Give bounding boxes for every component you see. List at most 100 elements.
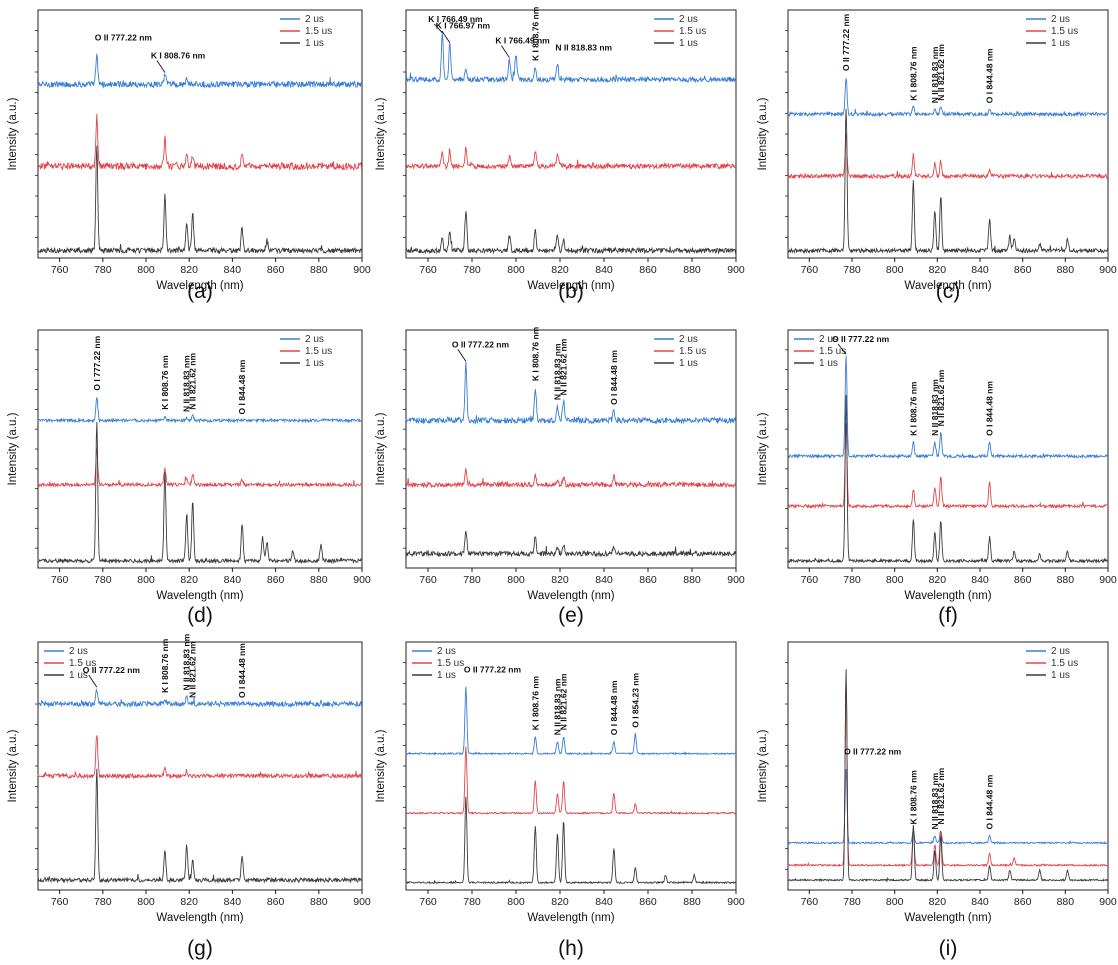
peak-annotation: N II 818.83 nm xyxy=(930,379,940,436)
legend-label: 2 us xyxy=(679,14,698,25)
x-axis-label: Wavelength (nm) xyxy=(904,912,991,924)
x-axis-label: Wavelength (nm) xyxy=(156,280,243,292)
legend-label: 2 us xyxy=(69,646,88,657)
spectrum-line-15us xyxy=(37,113,363,172)
x-tick-label: 840 xyxy=(224,264,242,276)
y-axis-label: Intensity (a.u.) xyxy=(7,97,19,170)
x-tick-label: 760 xyxy=(419,264,437,276)
spectrum-line-2us xyxy=(405,686,737,756)
x-tick-label: 900 xyxy=(727,896,745,908)
x-tick-label: 780 xyxy=(94,896,112,908)
spectrum-line-1us xyxy=(405,530,737,558)
x-tick-label: 820 xyxy=(180,264,198,276)
peak-annotation: O I 844.48 nm xyxy=(985,48,995,103)
y-axis-label: Intensity (a.u.) xyxy=(757,97,769,170)
x-tick-label: 780 xyxy=(843,896,861,908)
legend-label: 1.5 us xyxy=(1051,658,1078,669)
legend-label: 1.5 us xyxy=(679,346,706,357)
x-tick-label: 800 xyxy=(886,896,904,908)
x-tick-label: 800 xyxy=(507,896,525,908)
legend-label: 1 us xyxy=(69,670,88,681)
peak-annotation: N II 818.83 nm xyxy=(552,343,562,400)
spectrum-line-2us xyxy=(405,33,737,84)
panel-caption: (b) xyxy=(558,280,584,303)
x-tick-label: 860 xyxy=(1014,896,1032,908)
x-tick-label: 860 xyxy=(1014,574,1032,586)
x-axis-label: Wavelength (nm) xyxy=(527,590,614,602)
x-axis-label: Wavelength (nm) xyxy=(904,590,991,602)
peak-annotation: O I 844.48 nm xyxy=(985,774,995,829)
spectrum-line-2us xyxy=(37,687,363,709)
annotation-arrow xyxy=(501,45,510,58)
x-tick-label: 800 xyxy=(886,264,904,276)
peak-annotation: O I 844.48 nm xyxy=(237,643,247,698)
x-axis-label: Wavelength (nm) xyxy=(527,280,614,292)
x-tick-label: 760 xyxy=(801,264,819,276)
peak-annotation: N II 821.62 nm xyxy=(936,44,946,101)
x-tick-label: 900 xyxy=(1099,896,1117,908)
x-tick-label: 880 xyxy=(1057,896,1075,908)
y-axis-label: Intensity (a.u.) xyxy=(375,97,387,170)
annotation-arrow xyxy=(88,674,98,688)
x-tick-label: 820 xyxy=(929,574,947,586)
legend-label: 2 us xyxy=(437,646,456,657)
spectrum-line-1us xyxy=(787,394,1109,564)
peak-annotation: K I 808.76 nm xyxy=(151,50,206,60)
x-tick-label: 800 xyxy=(137,264,155,276)
y-axis-label: Intensity (a.u.) xyxy=(375,729,387,802)
x-tick-label: 780 xyxy=(843,264,861,276)
peak-annotation: K I 808.76 nm xyxy=(908,770,918,825)
peak-annotation: O II 777.22 nm xyxy=(95,33,153,43)
x-tick-label: 900 xyxy=(353,896,371,908)
spectrum-line-2us xyxy=(37,397,363,424)
x-axis-label: Wavelength (nm) xyxy=(156,912,243,924)
x-tick-label: 800 xyxy=(137,896,155,908)
x-tick-label: 760 xyxy=(51,574,69,586)
x-tick-label: 880 xyxy=(1057,264,1075,276)
x-tick-label: 780 xyxy=(463,574,481,586)
panel-caption: (a) xyxy=(187,280,213,303)
legend-label: 1.5 us xyxy=(1051,26,1078,37)
spectrum-line-1us xyxy=(787,108,1109,255)
spectrum-line-1us xyxy=(37,768,363,884)
legend-label: 2 us xyxy=(819,334,838,345)
spectrum-line-15us xyxy=(37,447,363,488)
peak-annotation: N II 821.62 nm xyxy=(188,353,198,410)
spectrum-line-1us xyxy=(37,421,363,565)
chart-panel: 760 780 800 820 840 860 880 900 Wavelength (nm) I… xyxy=(757,9,1117,303)
x-tick-label: 760 xyxy=(801,574,819,586)
peak-annotation: O II 777.22 nm xyxy=(83,665,141,675)
x-tick-label: 780 xyxy=(94,264,112,276)
x-tick-label: 900 xyxy=(1099,264,1117,276)
x-tick-label: 840 xyxy=(595,574,613,586)
peak-annotation: K I 808.76 nm xyxy=(160,638,170,693)
x-tick-label: 880 xyxy=(310,896,328,908)
x-tick-label: 820 xyxy=(180,896,198,908)
legend-label: 2 us xyxy=(305,334,324,345)
x-tick-label: 860 xyxy=(267,574,285,586)
peak-annotation: K I 808.76 nm xyxy=(530,6,540,61)
x-tick-label: 860 xyxy=(267,264,285,276)
peak-annotation: N II 818.83 nm xyxy=(930,46,940,103)
spectrum-line-1us xyxy=(405,211,737,255)
y-axis-label: Intensity (a.u.) xyxy=(757,729,769,802)
x-tick-label: 820 xyxy=(551,264,569,276)
annotation-arrow xyxy=(837,343,847,355)
peak-annotation: O I 844.48 nm xyxy=(609,680,619,735)
x-tick-label: 760 xyxy=(51,264,69,276)
spectrum-line-2us xyxy=(37,53,363,89)
x-tick-label: 840 xyxy=(595,896,613,908)
legend-label: 1 us xyxy=(437,670,456,681)
x-tick-label: 840 xyxy=(971,264,989,276)
chart-panel: 760 780 800 820 840 860 880 900 Wavelength (nm) I… xyxy=(375,6,745,303)
x-tick-label: 820 xyxy=(551,896,569,908)
x-tick-label: 880 xyxy=(310,264,328,276)
x-tick-label: 780 xyxy=(94,574,112,586)
spectrum-line-15us xyxy=(405,146,737,171)
spectrum-line-2us xyxy=(787,356,1109,460)
peak-annotation: K I 808.76 nm xyxy=(160,355,170,410)
legend-label: 1 us xyxy=(305,38,324,49)
panel-caption: (i) xyxy=(939,937,958,960)
peak-annotation: O II 777.22 nm xyxy=(832,334,890,344)
y-axis-label: Intensity (a.u.) xyxy=(757,412,769,485)
